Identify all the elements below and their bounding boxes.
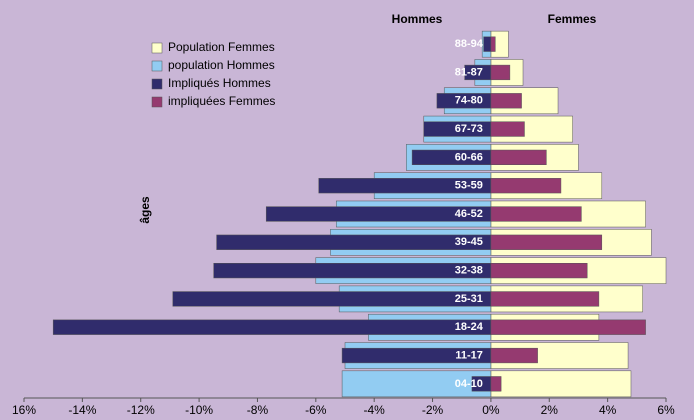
- x-tick-label: 4%: [599, 403, 617, 417]
- category-label: 11-17: [455, 349, 483, 361]
- x-tick-label: -14%: [68, 403, 96, 417]
- category-label: 60-66: [455, 151, 483, 163]
- category-label: 39-45: [455, 236, 483, 248]
- category-label: 25-31: [455, 293, 483, 305]
- x-tick-label: -12%: [127, 403, 155, 417]
- legend-label: impliquées Femmes: [168, 94, 275, 108]
- bar: [490, 234, 603, 250]
- bar: [213, 263, 492, 279]
- legend-swatch: [151, 96, 163, 108]
- bar: [490, 263, 588, 279]
- header-hommes: Hommes: [392, 12, 443, 26]
- x-tick-label: -4%: [364, 403, 386, 417]
- bar: [52, 319, 492, 335]
- bar: [172, 291, 492, 307]
- bar: [341, 370, 492, 398]
- x-tick-label: -2%: [422, 403, 444, 417]
- x-tick-label: -8%: [247, 403, 269, 417]
- bar: [490, 347, 538, 364]
- legend-label: population Hommes: [168, 58, 275, 72]
- legend-swatch: [151, 60, 163, 72]
- legend-swatch: [151, 78, 163, 90]
- category-label: 74-80: [455, 95, 483, 107]
- x-tick-label: 0%: [482, 403, 500, 417]
- legend-label: Population Femmes: [168, 40, 275, 54]
- legend-label: Impliqués Hommes: [168, 76, 271, 90]
- header-femmes: Femmes: [548, 12, 597, 26]
- category-label: 67-73: [455, 123, 483, 135]
- category-label: 32-38: [455, 265, 483, 277]
- bar: [490, 178, 562, 194]
- bar: [490, 319, 646, 335]
- x-tick-label: 6%: [657, 403, 675, 417]
- bar: [490, 36, 496, 52]
- bar: [490, 93, 522, 109]
- bar: [490, 121, 525, 137]
- x-tick-label: -10%: [185, 403, 213, 417]
- category-label: 46-52: [455, 208, 483, 220]
- bar: [490, 64, 511, 81]
- y-axis-label: âges: [138, 196, 152, 224]
- x-tick-label: 2%: [541, 403, 559, 417]
- bar: [490, 370, 632, 398]
- category-label: 53-59: [455, 180, 483, 192]
- category-label: 88-94: [455, 38, 484, 50]
- bar: [483, 36, 492, 52]
- category-label: 18-24: [455, 321, 484, 333]
- x-tick-label: 16%: [12, 403, 36, 417]
- legend-swatch: [151, 42, 163, 54]
- bar: [490, 206, 582, 222]
- category-label: 04-10: [455, 378, 483, 390]
- bar: [490, 291, 600, 307]
- bar: [216, 234, 492, 250]
- bar: [490, 376, 502, 392]
- bar: [490, 149, 547, 165]
- category-label: 81-87: [455, 66, 483, 78]
- x-tick-label: -6%: [305, 403, 327, 417]
